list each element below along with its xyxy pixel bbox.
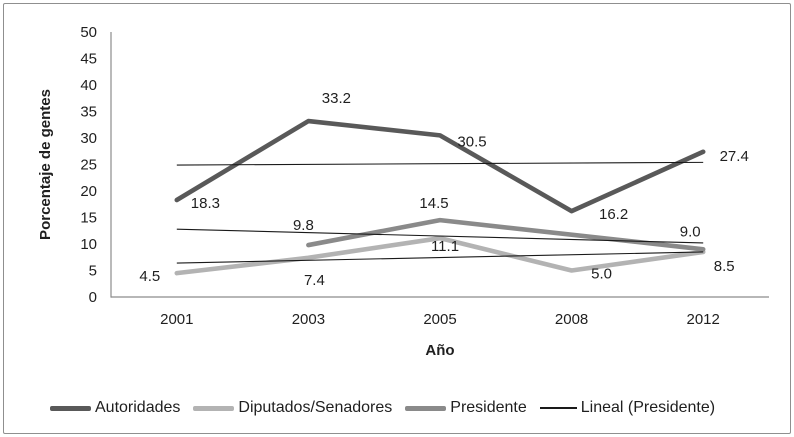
legend-item-lineal-presidente-: Lineal (Presidente) (539, 399, 716, 417)
trendline-lineal-presidente (176, 228, 704, 244)
series-line-presidente (306, 217, 706, 252)
chart-plot-area: 0 5 10 15 20 25 30 35 40 45 50 2001 2003 2005 2008 2012… (80, 24, 769, 328)
data-label: 14.5 (419, 195, 448, 212)
y-tick-label: 0 (89, 289, 97, 306)
trendline-lineal-diputados (176, 251, 704, 264)
legend-item-label: Diputados/Senadores (238, 399, 393, 416)
x-axis-title: Año (425, 342, 454, 359)
data-label: 11.1 (431, 238, 459, 255)
y-tick-label: 40 (80, 77, 97, 94)
legend-item-label: Presidente (450, 399, 527, 416)
data-label: 27.4 (720, 148, 749, 165)
data-label: 9.0 (680, 223, 701, 240)
chart-figure: 0 5 10 15 20 25 30 35 40 45 50 2001 2003 2005 2008 2012… (3, 3, 791, 434)
legend-line-swatch-icon (539, 407, 577, 409)
y-tick-label: 25 (80, 157, 97, 174)
legend-line-swatch-icon (50, 405, 91, 411)
x-tick-label: 2012 (687, 311, 720, 328)
data-label: 5.0 (591, 266, 612, 283)
y-axis-title: Porcentaje de gentes (37, 89, 54, 240)
y-tick-label: 5 (89, 263, 97, 280)
x-tick-label: 2001 (160, 311, 193, 328)
data-label: 16.2 (599, 206, 628, 223)
x-tick-label: 2005 (423, 311, 456, 328)
y-tick-label: 15 (80, 210, 97, 227)
line-chart: 0 5 10 15 20 25 30 35 40 45 50 2001 2003 2005 2008 2012… (37, 24, 769, 359)
legend-line-swatch-icon (405, 405, 447, 411)
legend-item-label: Autoridades (95, 399, 181, 416)
y-tick-label: 50 (80, 24, 97, 41)
trendline-lineal-autoridades (176, 161, 704, 166)
data-label: 9.8 (293, 217, 314, 234)
x-tick-label: 2003 (292, 311, 325, 328)
legend-item-autoridades: Autoridades (50, 399, 180, 417)
y-tick-label: 35 (80, 104, 97, 121)
data-label: 33.2 (322, 90, 351, 107)
data-label: 8.5 (714, 258, 735, 275)
legend-item-label: Lineal (Presidente) (580, 399, 716, 416)
data-label: 30.5 (457, 133, 486, 150)
y-tick-label: 45 (80, 51, 97, 68)
y-tick-label: 10 (80, 236, 97, 253)
data-label: 7.4 (304, 272, 325, 289)
y-tick-label: 20 (80, 183, 97, 200)
data-label: 18.3 (191, 195, 220, 212)
data-label: 4.5 (139, 268, 160, 285)
y-tick-label: 30 (80, 130, 97, 147)
legend-item-presidente: Presidente (405, 399, 527, 417)
legend-line-swatch-icon (193, 405, 235, 411)
series-line-diputados-senadores (174, 235, 706, 276)
legend-item-diputados-senadores: Diputados/Senadores (193, 399, 392, 417)
legend: Autoridades Diputados/Senadores Presidente… (50, 395, 715, 421)
series-line-autoridades (174, 118, 706, 214)
x-tick-label: 2008 (555, 311, 588, 328)
